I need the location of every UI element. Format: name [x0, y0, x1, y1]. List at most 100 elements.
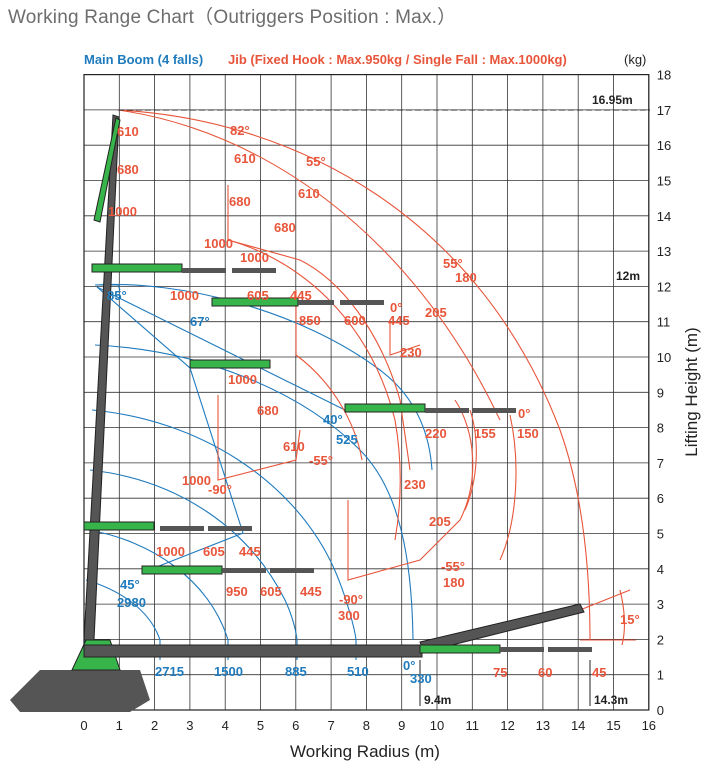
jib-capacity-label: 605	[260, 584, 282, 599]
jib-arc-150	[499, 414, 517, 561]
y-tick-label: 3	[657, 597, 664, 612]
x-tick-label: 2	[151, 718, 158, 733]
jib-capacity-label: 230	[400, 345, 422, 360]
y-tick-label: 2	[657, 632, 664, 647]
boom-capacity-label: 525	[336, 432, 358, 447]
jib-capacity-label: 600	[344, 313, 366, 328]
jib-arc-inner	[295, 290, 363, 461]
jib-capacity-label: 0°	[390, 300, 402, 315]
y-tick-label: 6	[657, 491, 664, 506]
jib-arc-230	[389, 320, 421, 356]
x-tick-label: 6	[292, 718, 299, 733]
x-tick-label: 10	[430, 718, 444, 733]
boom-capacity-label: 1500	[214, 664, 243, 679]
jib-capacity-label: 850	[299, 313, 321, 328]
jib-arc-55	[227, 185, 411, 471]
boom-capacity-label: 330	[410, 671, 432, 686]
x-tick-label: 9	[398, 718, 405, 733]
jib-capacity-label: 55°	[443, 256, 463, 271]
jib-range-lines	[117, 109, 636, 646]
jib-5	[83, 521, 155, 531]
boom-arc-3	[91, 409, 357, 641]
jib-arc-82	[117, 109, 501, 421]
jib-capacity-labels: 610 680 1000 82° 610 55° 680 610 680 1000 1000 1000…	[108, 123, 606, 680]
jib-capacity-label: 55°	[306, 154, 326, 169]
y-tick-label: 17	[657, 103, 671, 118]
jib-capacity-label: 445	[300, 584, 322, 599]
boom-capacity-label: 67°	[190, 314, 210, 329]
jib-arc-low	[217, 395, 301, 481]
x-tick-label: 12	[500, 718, 514, 733]
y-tick-label: 11	[657, 315, 671, 330]
jib-capacity-label: -90°	[339, 592, 363, 607]
jib-3	[189, 359, 271, 369]
jib-7	[419, 644, 501, 654]
jib-capacity-label: 610	[234, 151, 256, 166]
y-tick-label: 12	[657, 279, 671, 294]
jib-arc-mid	[227, 239, 401, 541]
jib-capacity-label: 1000	[228, 372, 257, 387]
jib-capacity-label: 1000	[170, 288, 199, 303]
angle-15-label: 15°	[620, 612, 640, 627]
max-height-label: 16.95m	[592, 93, 633, 107]
jib-capacity-label: 1000	[182, 473, 211, 488]
y-tick-label: 14	[657, 209, 671, 224]
jib-arc-outer	[117, 109, 591, 641]
boom-arc-4	[89, 469, 298, 641]
boom-radius-label: 9.4m	[424, 693, 451, 707]
jib-capacity-label: 680	[229, 194, 251, 209]
jib-capacity-label: -55°	[309, 453, 333, 468]
y-tick-label: 0	[657, 703, 664, 718]
jib-capacity-label: 605	[203, 544, 225, 559]
boom-radial-2	[96, 286, 346, 411]
jib-height-label: 12m	[616, 269, 640, 283]
jib-capacity-label: 220	[425, 426, 447, 441]
x-tick-label: 7	[327, 718, 334, 733]
chart-title: Working Range Chart（Outriggers Position …	[8, 7, 457, 28]
crane-illustration	[10, 114, 592, 712]
x-tick-label: 16	[642, 718, 656, 733]
x-tick-labels: 0 1 2 3 4 5 6 7 8 9 10 11 12 13 14 15 16	[80, 718, 656, 733]
jib-capacity-label: 1000	[108, 204, 137, 219]
x-tick-label: 5	[257, 718, 264, 733]
jib-capacity-label: 150	[517, 426, 539, 441]
jib-capacity-label: 680	[257, 403, 279, 418]
legend-unit: (kg)	[624, 52, 646, 67]
x-tick-label: 3	[186, 718, 193, 733]
jib-radius-label: 14.3m	[594, 693, 628, 707]
jib-arc-155	[464, 409, 477, 511]
jib-capacity-label: 155	[474, 426, 496, 441]
jib-capacity-label: 205	[425, 305, 447, 320]
jib-capacity-label: 75	[493, 665, 507, 680]
y-tick-label: 4	[657, 562, 664, 577]
boom-capacity-label: 510	[347, 664, 369, 679]
x-tick-label: 13	[536, 718, 550, 733]
jib-capacity-label: 445	[388, 313, 410, 328]
boom-capacity-label: 2980	[117, 595, 146, 610]
boom-capacity-label: 0°	[403, 658, 415, 673]
boom-arc-mid	[94, 344, 414, 641]
y-tick-label: 7	[657, 456, 664, 471]
y-tick-label: 16	[657, 138, 671, 153]
jib-capacity-label: 605	[247, 288, 269, 303]
jib-capacity-label: 45	[592, 665, 606, 680]
grid-frame	[83, 73, 650, 711]
y-tick-label: 18	[657, 68, 671, 83]
y-tick-label: 8	[657, 421, 664, 436]
y-tick-label: 15	[657, 174, 671, 189]
jib-capacity-label: 205	[429, 514, 451, 529]
legend-jib: Jib (Fixed Hook : Max.950kg / Single Fal…	[228, 52, 567, 67]
boom-horizontal	[83, 644, 423, 658]
x-tick-label: 15	[606, 718, 620, 733]
jib-capacity-label: 680	[117, 162, 139, 177]
jib-capacity-label: 1000	[156, 544, 185, 559]
jib-capacity-label: 610	[283, 439, 305, 454]
jib-capacity-label: 680	[274, 220, 296, 235]
boom-radial-1	[96, 286, 244, 569]
jib-capacity-label: 60	[538, 665, 552, 680]
jib-capacity-label: 445	[290, 288, 312, 303]
jib-capacity-label: 180	[455, 270, 477, 285]
jib-capacity-label: 1000	[240, 250, 269, 265]
